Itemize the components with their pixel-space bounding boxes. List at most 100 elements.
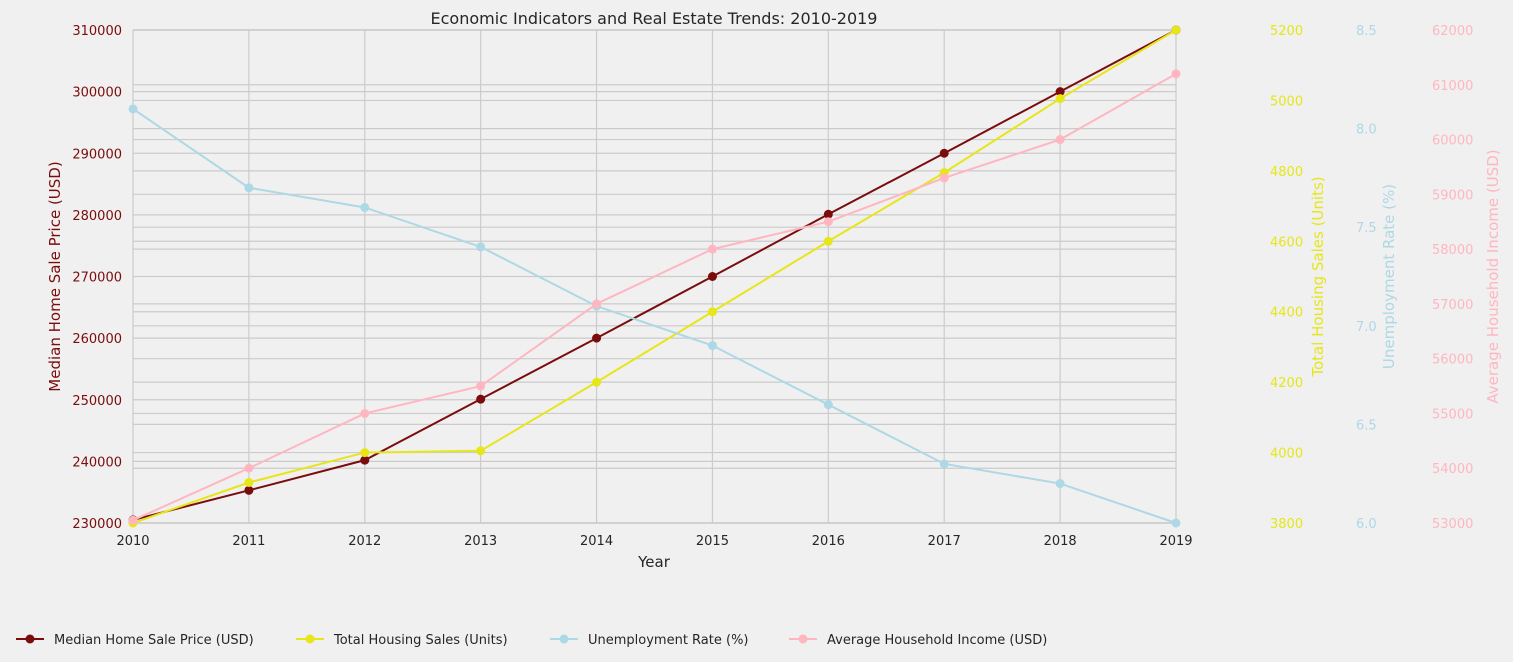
series-line xyxy=(132,72,1177,522)
y-tick-label: 260000 xyxy=(72,332,122,347)
y-axis-label: Total Housing Sales (Units) xyxy=(1309,176,1327,377)
legend-swatch-marker xyxy=(25,634,35,644)
y-tick-label: 4600 xyxy=(1270,235,1303,250)
data-point xyxy=(244,463,254,473)
y-tick-label: 3800 xyxy=(1270,517,1303,532)
data-point xyxy=(1055,479,1065,489)
legend: Median Home Sale Price (USD) Total Housin… xyxy=(16,633,1047,648)
x-axis-label: Year xyxy=(637,553,671,571)
data-point xyxy=(1055,87,1065,97)
series-lines xyxy=(128,25,1181,528)
data-point xyxy=(360,448,370,458)
x-tick-label: 2017 xyxy=(928,534,961,549)
y-tick-label: 60000 xyxy=(1432,134,1473,149)
data-point xyxy=(360,408,370,418)
data-point xyxy=(128,515,138,525)
data-point xyxy=(476,381,486,391)
data-point xyxy=(823,217,833,227)
y-tick-label: 7.0 xyxy=(1356,320,1377,335)
data-point xyxy=(707,272,717,281)
data-point xyxy=(707,307,717,317)
y-axis-label: Median Home Sale Price (USD) xyxy=(46,161,64,391)
data-point xyxy=(823,209,833,219)
legend-entry-label: Total Housing Sales (Units) xyxy=(333,633,508,648)
data-point xyxy=(360,202,370,212)
y-tick-label: 62000 xyxy=(1432,24,1473,39)
data-point xyxy=(476,394,486,404)
y-tick-label: 300000 xyxy=(72,86,122,101)
legend-swatch-marker xyxy=(559,634,569,644)
y-tick-label: 4000 xyxy=(1270,447,1303,462)
y-tick-label: 56000 xyxy=(1432,353,1473,368)
x-tick-label: 2015 xyxy=(696,534,729,549)
y-tick-label: 280000 xyxy=(72,209,122,224)
data-point xyxy=(592,333,602,343)
y-tick-label: 270000 xyxy=(72,271,122,286)
grid-lines xyxy=(132,29,1177,524)
x-tick-label: 2013 xyxy=(464,534,497,549)
data-point xyxy=(939,459,949,469)
x-tick-label: 2019 xyxy=(1159,534,1192,549)
x-tick-label: 2016 xyxy=(812,534,845,549)
y-tick-label: 54000 xyxy=(1432,462,1473,477)
data-point xyxy=(1055,94,1065,104)
legend-swatch-marker xyxy=(305,634,315,644)
data-point xyxy=(1171,518,1181,528)
data-point xyxy=(823,400,833,410)
y-tick-label: 55000 xyxy=(1432,407,1473,422)
x-tick-label: 2018 xyxy=(1044,534,1077,549)
data-point xyxy=(128,104,138,114)
y-tick-label: 8.5 xyxy=(1356,24,1377,39)
y-axis-label: Unemployment Rate (%) xyxy=(1380,184,1398,369)
y-tick-label: 7.5 xyxy=(1356,221,1377,236)
y-tick-label: 310000 xyxy=(72,24,122,39)
y-tick-label: 250000 xyxy=(72,394,122,409)
x-tick-label: 2011 xyxy=(232,534,265,549)
y-tick-label: 57000 xyxy=(1432,298,1473,313)
series-line xyxy=(132,29,1177,524)
y-tick-label: 61000 xyxy=(1432,79,1473,94)
x-tick-label: 2010 xyxy=(116,534,149,549)
data-point xyxy=(592,299,602,309)
legend-entry-label: Average Household Income (USD) xyxy=(827,633,1047,648)
series-line xyxy=(132,108,1177,524)
data-point xyxy=(1171,69,1181,79)
data-point xyxy=(244,183,254,193)
y-tick-label: 240000 xyxy=(72,455,122,470)
data-point xyxy=(244,478,254,488)
y-tick-label: 59000 xyxy=(1432,188,1473,203)
axes: 2010 2011 2012 2013 2014 2015 2016 2017 2018 2019… xyxy=(46,24,1502,549)
y-tick-label: 8.0 xyxy=(1356,123,1377,138)
y-tick-label: 53000 xyxy=(1432,517,1473,532)
data-point xyxy=(823,236,833,246)
data-point xyxy=(939,148,949,158)
data-point xyxy=(592,377,602,387)
y-tick-label: 6.5 xyxy=(1356,418,1377,433)
y-tick-label: 5000 xyxy=(1270,94,1303,109)
data-point xyxy=(360,455,370,465)
y-tick-label: 4400 xyxy=(1270,306,1303,321)
x-tick-label: 2012 xyxy=(348,534,381,549)
y-tick-label: 5200 xyxy=(1270,24,1303,39)
data-point xyxy=(1171,25,1181,35)
y-axis-label: Average Household Income (USD) xyxy=(1484,149,1502,403)
data-point xyxy=(707,341,717,351)
data-point xyxy=(939,173,949,183)
y-tick-label: 58000 xyxy=(1432,243,1473,258)
legend-swatch-marker xyxy=(798,634,808,644)
y-tick-label: 6.0 xyxy=(1356,517,1377,532)
data-point xyxy=(476,446,486,456)
legend-entry-label: Median Home Sale Price (USD) xyxy=(54,633,254,648)
y-tick-label: 230000 xyxy=(72,517,122,532)
legend-entry-label: Unemployment Rate (%) xyxy=(588,633,749,648)
data-point xyxy=(244,485,254,495)
x-tick-label: 2014 xyxy=(580,534,613,549)
series-line xyxy=(132,29,1177,521)
y-tick-label: 290000 xyxy=(72,147,122,162)
data-point xyxy=(476,242,486,252)
y-tick-label: 4200 xyxy=(1270,376,1303,391)
y-tick-label: 4800 xyxy=(1270,165,1303,180)
data-point xyxy=(1055,135,1065,145)
data-point xyxy=(707,244,717,254)
